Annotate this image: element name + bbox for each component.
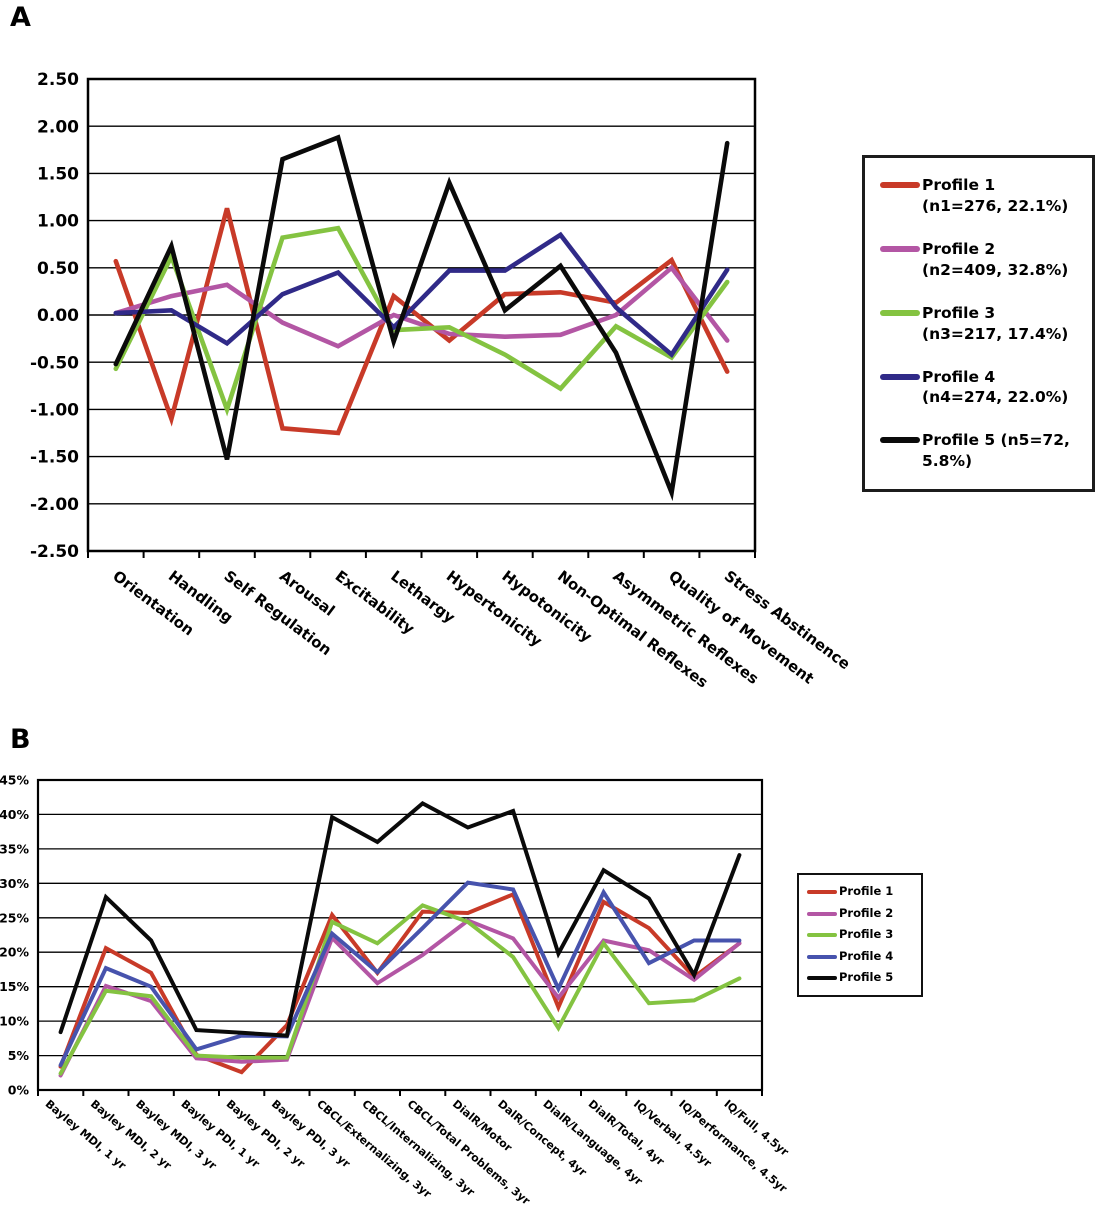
legend-label: Profile 3 (n3=217, 17.4%): [922, 303, 1069, 343]
legend-item: Profile 5: [807, 970, 913, 984]
legend-line-swatch: [807, 976, 837, 980]
legend-line-swatch: [880, 245, 920, 252]
y-tick-label: 1.00: [37, 212, 79, 232]
series-line-profile-3: [113, 225, 730, 417]
legend-line-swatch: [880, 373, 920, 380]
series-line-profile-3: [58, 903, 742, 1076]
y-tick-label: -2.50: [30, 542, 79, 562]
legend-item: Profile 2 (n2=409, 32.8%): [880, 239, 1079, 281]
legend-item: Profile 1 (n1=276, 22.1%): [880, 175, 1079, 217]
y-tick-label: 0.50: [37, 259, 79, 279]
panel-b-label: B: [10, 724, 32, 755]
legend-label: Profile 1 (n1=276, 22.1%): [922, 176, 1069, 215]
series-line-profile-4: [113, 231, 730, 359]
x-category-label: Bayley MDI, 2 yr: [88, 1097, 174, 1172]
y-tick-label: 30%: [0, 876, 29, 891]
y-tick-label: -1.50: [30, 448, 79, 468]
x-category-label: Bayley MDI, 1 yr: [43, 1097, 129, 1172]
y-tick-label: 0.00: [37, 306, 79, 326]
panel-a-label: A: [10, 2, 32, 33]
legend-item: Profile 3: [807, 927, 913, 941]
legend-label: Profile 4: [839, 948, 894, 963]
series-line-profile-5: [58, 800, 742, 1038]
y-tick-label: 45%: [0, 773, 29, 788]
legend-label: Profile 5 (n5=72, 5.8%): [922, 431, 1070, 471]
legend-item: Profile 2: [807, 905, 913, 920]
series-line-profile-4: [58, 880, 742, 1068]
legend-item: Profile 1: [807, 884, 913, 898]
x-category-label: DialR/Total, 4yr: [586, 1097, 667, 1168]
series-line-profile-2: [113, 264, 730, 349]
legend-item: Profile 4 (n4=274, 22.0%): [880, 367, 1079, 409]
y-tick-label: 15%: [0, 979, 29, 994]
x-category-label: IQ/Verbal, 4.5yr: [631, 1097, 714, 1170]
series-line-profile-1: [113, 207, 730, 436]
y-tick-label: 40%: [0, 807, 29, 822]
legend-line-swatch: [807, 911, 837, 916]
legend-item: Profile 4: [807, 948, 913, 963]
legend-item: Profile 3 (n3=217, 17.4%): [880, 303, 1079, 345]
legend-label: Profile 2 (n2=409, 32.8%): [922, 239, 1069, 279]
legend-label: Profile 4 (n4=274, 22.0%): [922, 367, 1069, 407]
legend-line-swatch: [807, 933, 837, 937]
chart-b: 45% 40% 35% 30% 25% 20% 15% 10% 5% 0% Bayley MDI, …: [0, 773, 791, 1208]
y-tick-label: -1.00: [30, 401, 79, 421]
legend-label: Profile 3: [839, 927, 894, 941]
y-tick-label: 2.00: [37, 117, 79, 137]
x-category-label: Bayley MDI, 3 yr: [133, 1097, 219, 1172]
y-tick-label: 1.50: [37, 165, 79, 185]
series-line-profile-5: [113, 134, 730, 502]
legend-line-swatch: [807, 890, 837, 894]
x-category-label: Bayley PDI, 1 yr: [178, 1097, 262, 1170]
y-tick-label: 35%: [0, 841, 29, 856]
x-category-label: Hypertonicity: [443, 567, 546, 651]
y-tick-label: 10%: [0, 1014, 29, 1029]
chart-a: 2.50 2.00 1.50 1.00 0.50 0.00 -0.50 -1.00 -1.50 -…: [30, 70, 854, 692]
y-tick-label: 20%: [0, 945, 29, 960]
legend-item: Profile 5 (n5=72, 5.8%): [880, 430, 1079, 472]
y-tick-label: 0%: [8, 1083, 30, 1098]
y-tick-label: -2.00: [30, 495, 79, 515]
legend-line-swatch: [880, 182, 920, 188]
y-tick-label: -0.50: [30, 353, 79, 373]
legend-label: Profile 1: [839, 884, 894, 898]
y-tick-label: 5%: [8, 1048, 30, 1063]
series-line-profile-1: [58, 891, 742, 1075]
legend-line-swatch: [880, 309, 920, 316]
x-category-label: Bayley PDI, 2 yr: [224, 1097, 308, 1170]
legend-panel-b: Profile 1 Profile 2 Profile 3 Profile 4 Prof…: [797, 873, 923, 997]
legend-label: Profile 5: [839, 970, 894, 984]
y-tick-label: 2.50: [37, 70, 79, 90]
legend-line-swatch: [807, 954, 837, 959]
x-category-label: DalR/Concept, 4yr: [495, 1097, 589, 1179]
series-line-profile-2: [58, 918, 742, 1078]
y-tick-label: 25%: [0, 910, 29, 925]
legend-label: Profile 2: [839, 905, 894, 920]
x-category-label: Bayley PDI, 3 yr: [269, 1097, 353, 1170]
legend-panel-a: Profile 1 (n1=276, 22.1%) Profile 2 (n2=4…: [862, 155, 1095, 493]
legend-line-swatch: [880, 437, 920, 444]
